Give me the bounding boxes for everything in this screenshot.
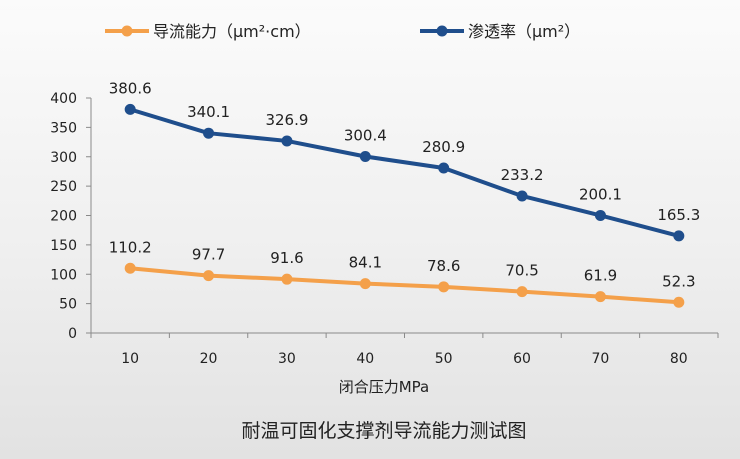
- data-point: [203, 270, 215, 282]
- x-tick-label: 60: [513, 351, 531, 367]
- data-label: 91.6: [270, 249, 303, 267]
- data-point: [124, 103, 136, 115]
- x-axis-title: 闭合压力MPa: [339, 378, 430, 396]
- legend-item-0: 导流能力（μm²·cm）: [105, 22, 311, 41]
- x-tick-label: 20: [200, 351, 218, 367]
- y-tick-label: 100: [50, 267, 77, 283]
- y-tick-label: 350: [50, 120, 77, 136]
- series-line: [128, 266, 681, 305]
- y-tick-label: 0: [68, 326, 77, 342]
- data-label: 61.9: [584, 267, 617, 285]
- series-line: [128, 107, 681, 238]
- legend-marker: [121, 25, 133, 37]
- data-label: 78.6: [427, 257, 460, 275]
- axes: 0 50 100 150 200 250 300 350 400 10 20 30 40 50 60 70 80: [50, 91, 719, 367]
- data-point: [124, 262, 136, 274]
- data-label: 300.4: [344, 127, 387, 145]
- data-label: 110.2: [109, 238, 152, 256]
- data-point: [203, 127, 215, 139]
- series-0: 110.2 97.7 91.6 84.1 78.6 70.5 61.9 52.3: [109, 238, 696, 308]
- legend-label: 渗透率（μm²）: [468, 22, 580, 41]
- data-label: 97.7: [192, 246, 225, 264]
- x-tick-label: 30: [278, 351, 296, 367]
- data-label: 70.5: [505, 262, 538, 280]
- series-1: 380.6 340.1 326.9 300.4 280.9 233.2 200.1 165.3: [109, 79, 700, 242]
- data-point: [281, 273, 293, 285]
- legend-marker: [436, 25, 448, 37]
- y-tick-label: 50: [59, 297, 77, 313]
- x-tick-label: 40: [356, 351, 374, 367]
- data-label: 340.1: [187, 103, 230, 121]
- chart-title: 耐温可固化支撑剂导流能力测试图: [241, 420, 526, 442]
- data-point: [516, 190, 528, 202]
- data-label: 165.3: [657, 206, 700, 224]
- legend-label: 导流能力（μm²·cm）: [153, 22, 311, 41]
- data-label: 52.3: [662, 272, 695, 290]
- data-label: 326.9: [265, 111, 308, 129]
- x-tick-label: 70: [592, 351, 610, 367]
- data-point: [594, 291, 606, 303]
- data-label: 200.1: [579, 185, 622, 203]
- legend: 导流能力（μm²·cm） 渗透率（μm²）: [105, 22, 580, 41]
- y-tick-label: 150: [50, 238, 77, 254]
- y-tick-label: 250: [50, 179, 77, 195]
- data-label: 280.9: [422, 138, 465, 156]
- data-point: [359, 278, 371, 290]
- y-tick-label: 400: [50, 91, 77, 107]
- data-point: [438, 281, 450, 293]
- x-tick-label: 80: [670, 351, 688, 367]
- legend-item-1: 渗透率（μm²）: [420, 22, 580, 41]
- data-label: 84.1: [349, 254, 382, 272]
- data-point: [359, 151, 371, 163]
- data-point: [281, 135, 293, 147]
- y-tick-label: 200: [50, 209, 77, 225]
- data-point: [594, 209, 606, 221]
- data-label: 233.2: [501, 166, 544, 184]
- x-tick-label: 10: [121, 351, 139, 367]
- data-point: [438, 162, 450, 174]
- data-point: [673, 230, 685, 242]
- series-layer: 110.2 97.7 91.6 84.1 78.6 70.5 61.9 52.3 380.6 34…: [109, 79, 700, 308]
- data-point: [516, 286, 528, 298]
- data-point: [673, 296, 685, 308]
- data-label: 380.6: [109, 79, 152, 97]
- y-tick-label: 300: [50, 150, 77, 166]
- x-tick-label: 50: [435, 351, 453, 367]
